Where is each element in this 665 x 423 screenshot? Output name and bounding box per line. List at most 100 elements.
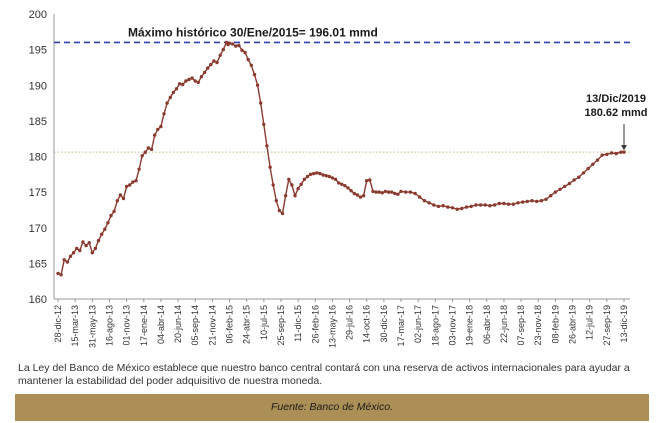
data-point: [212, 59, 216, 63]
data-point: [450, 206, 455, 210]
data-point: [497, 201, 501, 206]
x-tick-label: 29-jul-16: [345, 305, 355, 340]
x-tick-label: 12-jul-19: [585, 305, 595, 340]
data-point: [563, 184, 567, 189]
source-text: Fuente: Banco de México.: [271, 401, 393, 413]
data-point: [115, 199, 120, 203]
y-tick-label: 190: [29, 80, 47, 92]
data-point: [168, 95, 172, 100]
series-line: [57, 41, 625, 276]
data-point: [355, 193, 360, 197]
data-point: [100, 232, 104, 236]
data-point: [134, 179, 138, 183]
x-tick-label: 23-nov-18: [533, 305, 543, 346]
data-point: [103, 227, 107, 231]
y-tick-label: 180: [29, 152, 47, 164]
data-point: [249, 63, 253, 67]
data-point: [413, 191, 417, 196]
data-point: [202, 70, 207, 75]
x-tick-label: 19-ene-18: [465, 305, 475, 346]
data-point: [511, 202, 515, 206]
x-tick-label: 30-dic-16: [379, 305, 389, 343]
x-tick-label: 22-jun-18: [499, 305, 509, 343]
data-point: [422, 199, 427, 203]
y-tick-label: 160: [29, 294, 47, 306]
data-point: [333, 177, 338, 181]
data-point: [187, 77, 191, 82]
data-point: [156, 127, 160, 132]
data-point: [246, 57, 250, 62]
data-point: [68, 254, 73, 258]
x-tick-label: 31-may-13: [87, 305, 97, 348]
data-point: [190, 76, 194, 80]
data-point: [137, 167, 141, 171]
data-point: [446, 205, 450, 209]
data-point: [75, 246, 79, 251]
data-point: [255, 83, 260, 88]
data-point: [124, 184, 129, 189]
data-point: [174, 87, 179, 91]
data-point: [90, 251, 95, 255]
data-point: [622, 150, 626, 154]
data-point: [436, 204, 441, 209]
reference-line-label: Máximo histórico 30/Ene/2015= 196.01 mmd: [128, 25, 378, 39]
data-point: [474, 203, 478, 207]
x-tick-label: 08-feb-19: [550, 305, 560, 344]
data-point: [386, 190, 391, 194]
data-point: [343, 184, 347, 188]
data-point: [206, 66, 210, 70]
data-point: [390, 190, 394, 194]
data-point: [56, 271, 60, 276]
y-tick-label: 185: [29, 116, 47, 128]
annotation-arrowhead: [621, 145, 627, 151]
data-point: [215, 60, 219, 65]
data-point: [619, 150, 623, 154]
data-point: [140, 154, 144, 158]
data-point: [93, 246, 98, 251]
data-point: [308, 172, 313, 176]
data-point: [346, 186, 350, 190]
data-point: [283, 194, 288, 198]
data-point: [171, 90, 176, 95]
x-tick-label: 05-sep-14: [190, 305, 200, 346]
data-point: [196, 80, 200, 85]
x-tick-label: 02-jun-17: [413, 305, 423, 343]
data-point: [218, 53, 222, 57]
data-point: [408, 190, 413, 194]
x-tick-label: 17-ene-14: [139, 305, 149, 346]
data-point: [572, 178, 576, 182]
x-tick-label: 14-oct-16: [362, 305, 372, 343]
annotation-text: 13/Dic/2019: [586, 93, 646, 105]
y-tick-label: 195: [29, 45, 47, 57]
data-point: [340, 182, 344, 186]
data-point: [71, 251, 76, 255]
data-point: [59, 273, 63, 277]
data-point: [287, 177, 291, 181]
data-point: [525, 199, 529, 204]
y-tick-label: 165: [29, 258, 47, 270]
data-point: [181, 82, 185, 87]
y-tick-labels: 160 165 170 175 180 185 190 195 200: [29, 9, 47, 306]
x-tick-label: 28-dic-12: [53, 305, 63, 343]
data-point: [193, 79, 197, 83]
data-point: [460, 206, 464, 211]
x-tick-label: 25-sep-15: [276, 305, 286, 346]
data-point: [296, 186, 300, 191]
x-tick-label: 26-feb-16: [310, 305, 320, 344]
x-tick-label: 13-may-16: [327, 305, 337, 348]
data-point: [162, 112, 166, 116]
data-point: [492, 203, 497, 207]
data-point: [455, 207, 459, 211]
x-tick-label: 20-jun-14: [173, 305, 183, 343]
data-point: [165, 101, 169, 105]
data-point: [371, 189, 375, 194]
data-point: [199, 75, 204, 79]
data-point: [337, 181, 341, 185]
x-axis: 28-dic-12 15-mar-13 31-may-13 16-ago-13 01-n…: [53, 298, 630, 348]
reference-lines: Máximo histórico 30/Ene/2015= 196.01 mmd: [54, 25, 630, 153]
data-point: [502, 201, 506, 206]
data-point: [143, 150, 147, 154]
data-point: [318, 171, 322, 176]
data-point: [81, 240, 85, 244]
x-tick-label: 03-nov-17: [447, 305, 457, 346]
